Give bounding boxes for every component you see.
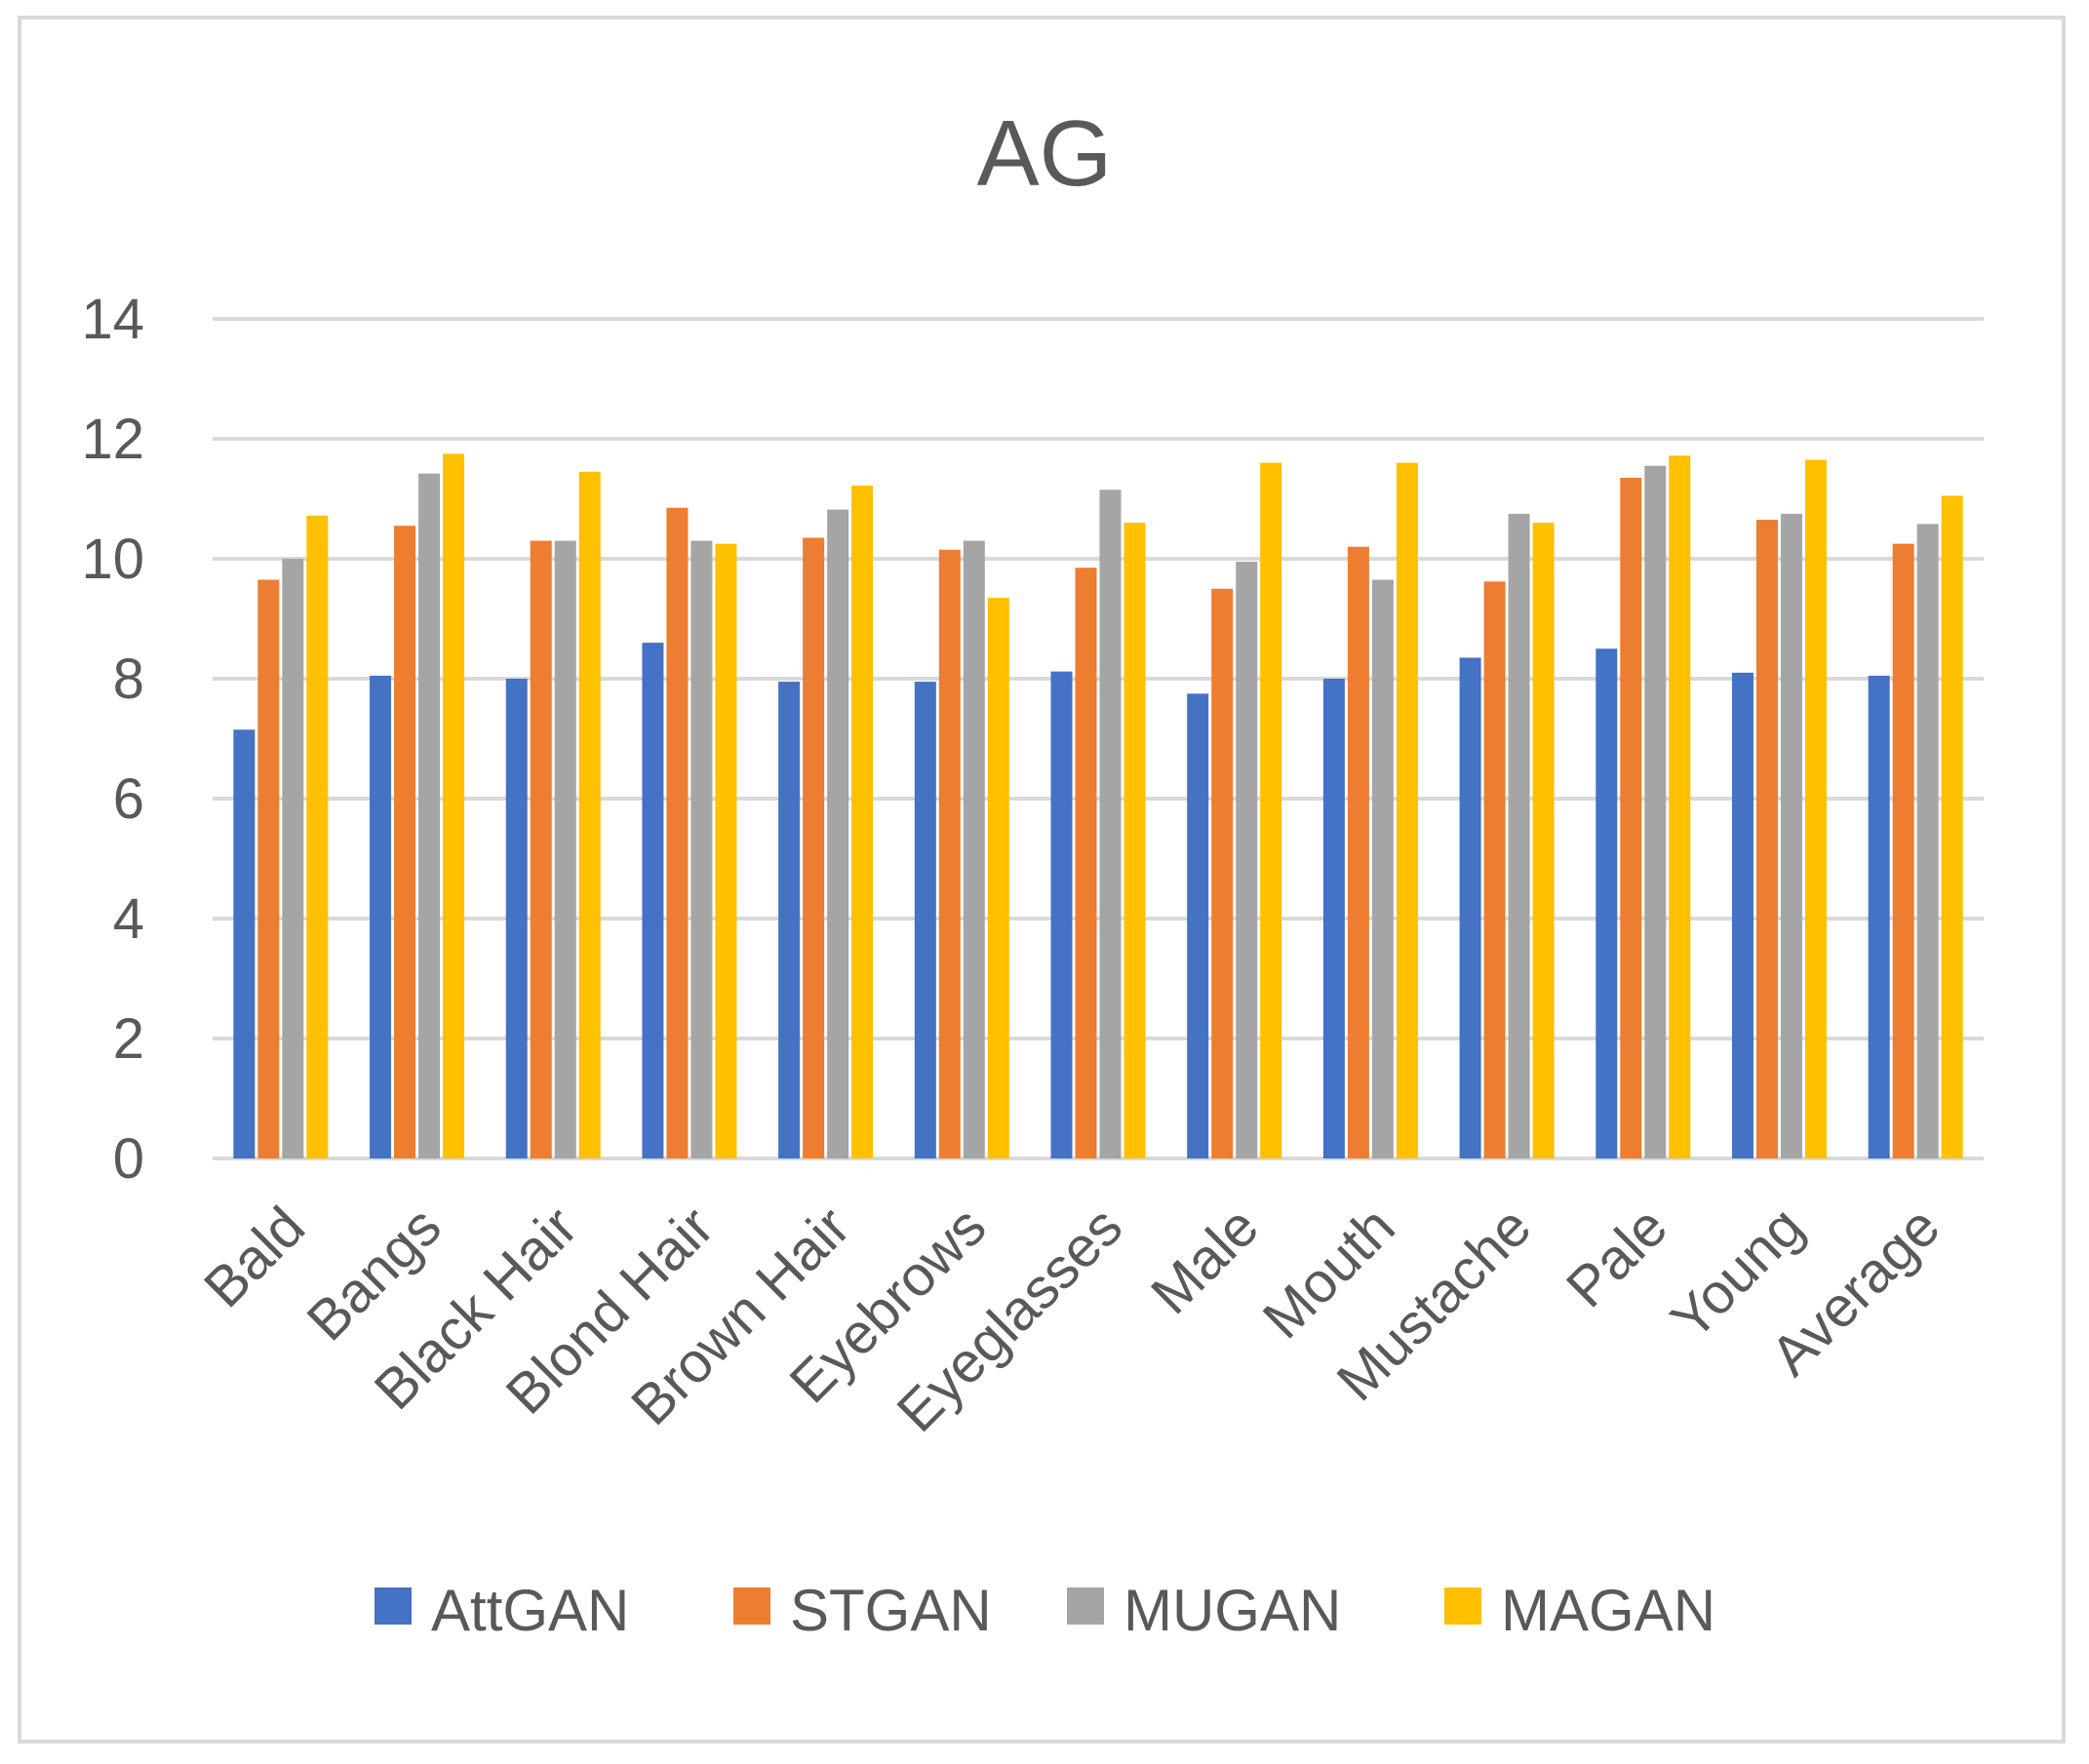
bar-mugan-mouth xyxy=(1371,579,1394,1158)
legend-swatch-magan xyxy=(1444,1588,1481,1625)
bar-magan-eyebrows xyxy=(987,597,1009,1158)
bar-attgan-black-hair xyxy=(505,679,528,1158)
gridlines xyxy=(213,317,1984,1160)
bar-attgan-bangs xyxy=(370,675,392,1158)
bar-magan-young xyxy=(1804,459,1827,1158)
bar-magan-mustache xyxy=(1532,523,1555,1158)
legend-swatch-stgan xyxy=(733,1588,770,1625)
y-tick-label: 10 xyxy=(81,528,144,591)
legend: AttGAN STGAN MUGAN MAGAN xyxy=(374,1578,1715,1643)
bars xyxy=(233,453,1963,1159)
bar-stgan-blond-hair xyxy=(666,507,689,1158)
legend-swatch-mugan xyxy=(1067,1588,1104,1625)
bar-magan-blond-hair xyxy=(715,543,737,1158)
bar-mugan-brown-hair xyxy=(827,509,849,1158)
legend-swatch-attgan xyxy=(374,1588,412,1625)
bar-attgan-eyeglasses xyxy=(1050,671,1073,1158)
bar-stgan-black-hair xyxy=(530,540,552,1158)
bar-stgan-mouth xyxy=(1347,546,1369,1158)
bar-mugan-blond-hair xyxy=(690,540,713,1158)
bar-mugan-eyebrows xyxy=(963,540,985,1158)
bar-stgan-bangs xyxy=(394,526,416,1158)
bar-stgan-eyebrows xyxy=(938,549,961,1158)
chart-frame xyxy=(18,16,2066,1744)
bar-magan-bald xyxy=(306,515,329,1158)
bar-stgan-average xyxy=(1892,543,1914,1158)
y-tick-label: 6 xyxy=(113,767,144,831)
bar-mugan-bald xyxy=(282,559,304,1158)
bar-stgan-brown-hair xyxy=(803,537,825,1158)
bar-stgan-male xyxy=(1211,588,1234,1158)
bar-mugan-mustache xyxy=(1508,513,1530,1158)
y-tick-label: 8 xyxy=(113,647,144,711)
bar-mugan-bangs xyxy=(418,473,441,1158)
bar-attgan-mustache xyxy=(1459,657,1481,1158)
legend-label-magan: MAGAN xyxy=(1501,1578,1715,1643)
bar-mugan-eyeglasses xyxy=(1099,490,1122,1158)
bar-mugan-pale xyxy=(1644,465,1667,1158)
chart-title: AG xyxy=(977,101,1113,206)
bar-stgan-pale xyxy=(1620,477,1642,1159)
bar-mugan-male xyxy=(1236,562,1258,1158)
bar-attgan-male xyxy=(1187,693,1209,1158)
bar-attgan-pale xyxy=(1596,648,1618,1158)
bar-magan-brown-hair xyxy=(851,485,874,1159)
bar-mugan-young xyxy=(1780,513,1802,1158)
bar-attgan-young xyxy=(1731,672,1754,1158)
bar-attgan-brown-hair xyxy=(778,682,801,1158)
y-tick-label: 2 xyxy=(113,1007,144,1071)
bar-mugan-average xyxy=(1916,524,1939,1158)
bar-attgan-blond-hair xyxy=(642,643,664,1158)
legend-label-attgan: AttGAN xyxy=(431,1578,629,1643)
bar-attgan-average xyxy=(1868,675,1890,1158)
bar-magan-pale xyxy=(1669,455,1691,1159)
bar-stgan-bald xyxy=(257,579,280,1158)
bar-attgan-bald xyxy=(233,729,256,1158)
bar-magan-bangs xyxy=(443,453,465,1158)
y-tick-label: 12 xyxy=(81,408,144,471)
x-tick-label: Bald xyxy=(192,1195,317,1319)
bar-magan-eyeglasses xyxy=(1123,523,1146,1158)
bar-magan-average xyxy=(1941,495,1963,1158)
y-tick-label: 0 xyxy=(113,1127,144,1191)
legend-label-mugan: MUGAN xyxy=(1123,1578,1341,1643)
bar-magan-mouth xyxy=(1396,462,1418,1159)
bar-attgan-mouth xyxy=(1322,679,1345,1158)
legend-label-stgan: STGAN xyxy=(790,1578,992,1643)
bar-attgan-eyebrows xyxy=(914,682,936,1158)
bar-stgan-young xyxy=(1755,520,1778,1158)
x-tick-label: Pale xyxy=(1555,1195,1679,1319)
bar-magan-male xyxy=(1260,462,1282,1159)
bar-mugan-black-hair xyxy=(554,540,576,1158)
bar-stgan-eyeglasses xyxy=(1075,568,1097,1158)
bar-magan-black-hair xyxy=(578,471,601,1158)
y-tick-label: 14 xyxy=(81,288,144,351)
y-axis-ticks: 0 2 4 6 8 10 12 14 xyxy=(81,288,144,1191)
y-tick-label: 4 xyxy=(113,887,144,951)
bar-stgan-mustache xyxy=(1483,581,1506,1158)
